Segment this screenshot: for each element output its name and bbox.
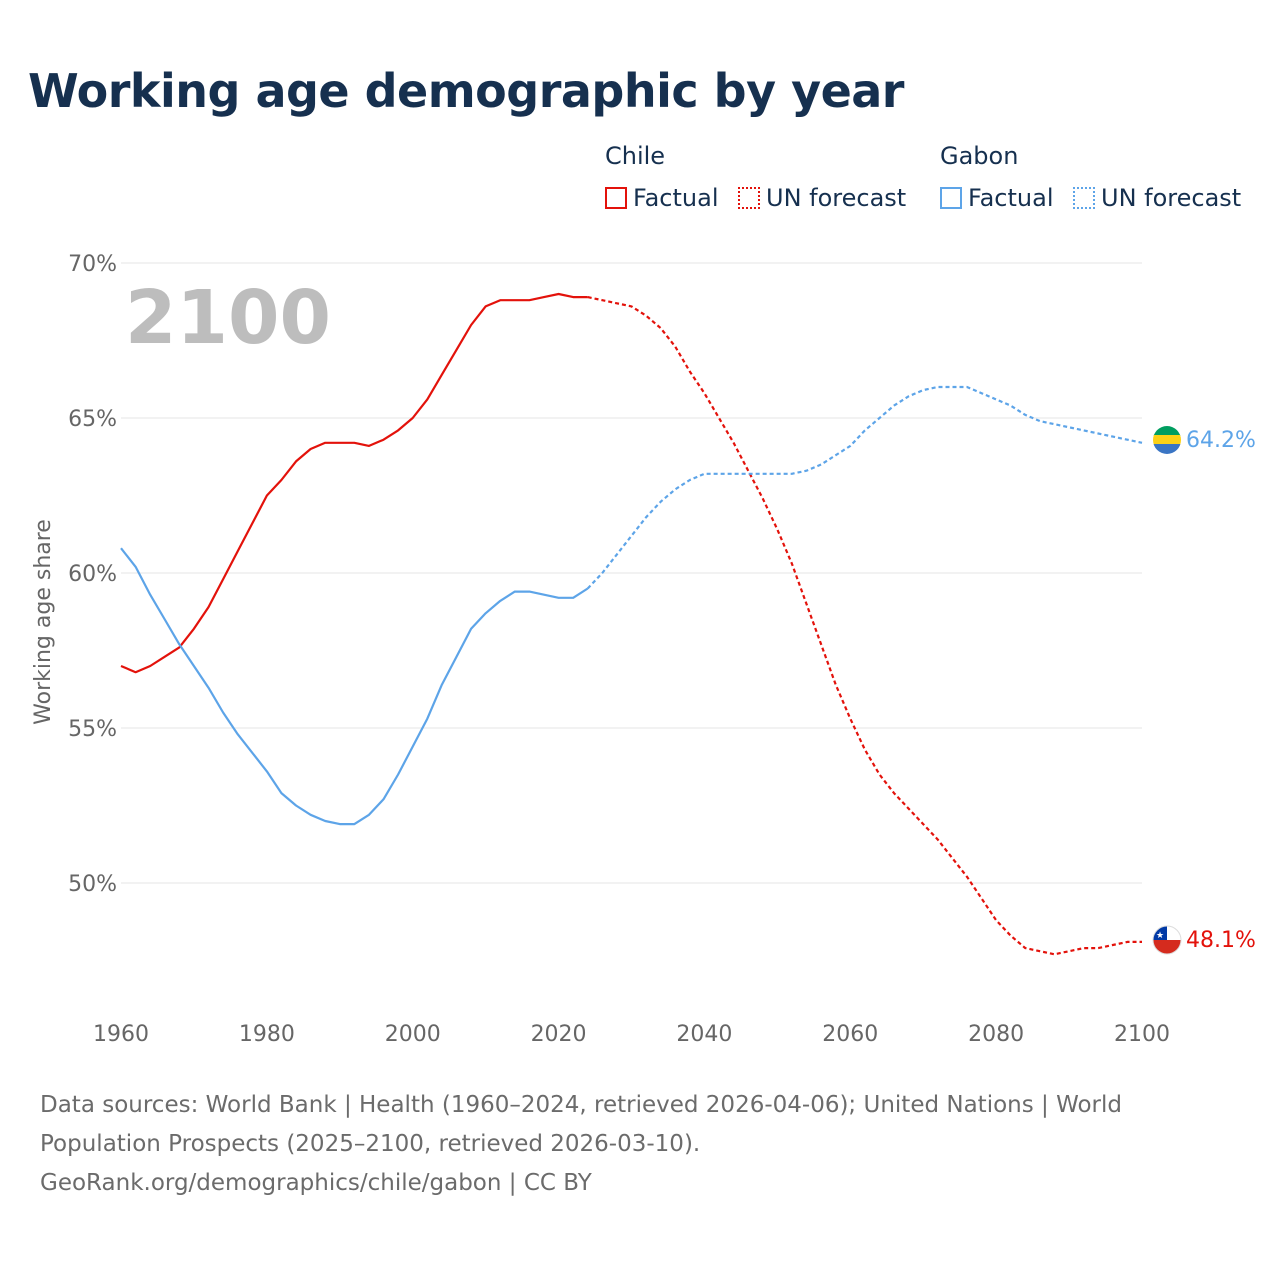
series-lines (120, 292, 1143, 956)
y-tick-label: 55% (68, 717, 117, 742)
legend-label: Factual (633, 184, 719, 212)
chart-title: Working age demographic by year (28, 64, 905, 118)
attribution: GeoRank.org/demographics/chile/gabon | C… (40, 1170, 592, 1196)
end-label-gabon: 64.2% (1186, 428, 1256, 453)
series-line-chile-factual (120, 292, 588, 674)
series-line-gabon-factual (120, 547, 589, 826)
y-tick-label: 50% (68, 872, 117, 897)
legend-swatch-dotted (738, 187, 760, 209)
legend-group-chile: Chile (605, 142, 666, 170)
x-tick-label: 2080 (968, 1022, 1024, 1047)
x-axis-ticks: 1960 1980 2000 2020 2040 2060 2080 2100 (93, 1022, 1170, 1047)
legend-label: UN forecast (1101, 184, 1242, 212)
legend-swatch-solid (605, 187, 627, 209)
x-tick-label: 2000 (385, 1022, 441, 1047)
legend-item-chile-forecast[interactable]: UN forecast (738, 184, 906, 212)
flag-chile-icon: ★ (1152, 925, 1182, 955)
y-axis-ticks: 50% 55% 60% 65% 70% (68, 252, 117, 897)
y-tick-label: 70% (68, 252, 117, 277)
y-tick-label: 65% (68, 407, 117, 432)
legend-swatch-solid (940, 187, 962, 209)
legend-item-gabon-factual[interactable]: Factual (940, 184, 1054, 212)
x-tick-label: 1980 (239, 1022, 295, 1047)
y-axis-label: Working age share (31, 519, 56, 725)
line-chart: 50% 55% 60% 65% 70% 1960 1980 2000 2020 2040 2060… (31, 252, 1256, 1047)
x-tick-label: 2040 (676, 1022, 732, 1047)
end-label-chile: 48.1% (1186, 928, 1256, 953)
flag-gabon-icon (1153, 426, 1181, 454)
legend-label: UN forecast (766, 184, 907, 212)
x-tick-label: 2020 (531, 1022, 587, 1047)
y-tick-label: 60% (68, 562, 117, 587)
year-watermark: 2100 (125, 275, 331, 361)
legend-item-chile-factual[interactable]: Factual (605, 184, 719, 212)
series-line-gabon-forecast (586, 385, 1143, 590)
legend-item-gabon-forecast[interactable]: UN forecast (1073, 184, 1241, 212)
legend-label: Factual (968, 184, 1054, 212)
x-tick-label: 2060 (822, 1022, 878, 1047)
data-sources: Data sources: World Bank | Health (1960–… (40, 1092, 1122, 1157)
svg-text:★: ★ (1156, 931, 1164, 941)
legend-group-gabon: Gabon (940, 142, 1019, 170)
series-line-chile-forecast (587, 296, 1142, 956)
legend-swatch-dotted (1073, 187, 1095, 209)
x-tick-label: 2100 (1114, 1022, 1170, 1047)
x-tick-label: 1960 (93, 1022, 149, 1047)
footer: Data sources: World Bank | Health (1960–… (40, 1086, 1150, 1203)
